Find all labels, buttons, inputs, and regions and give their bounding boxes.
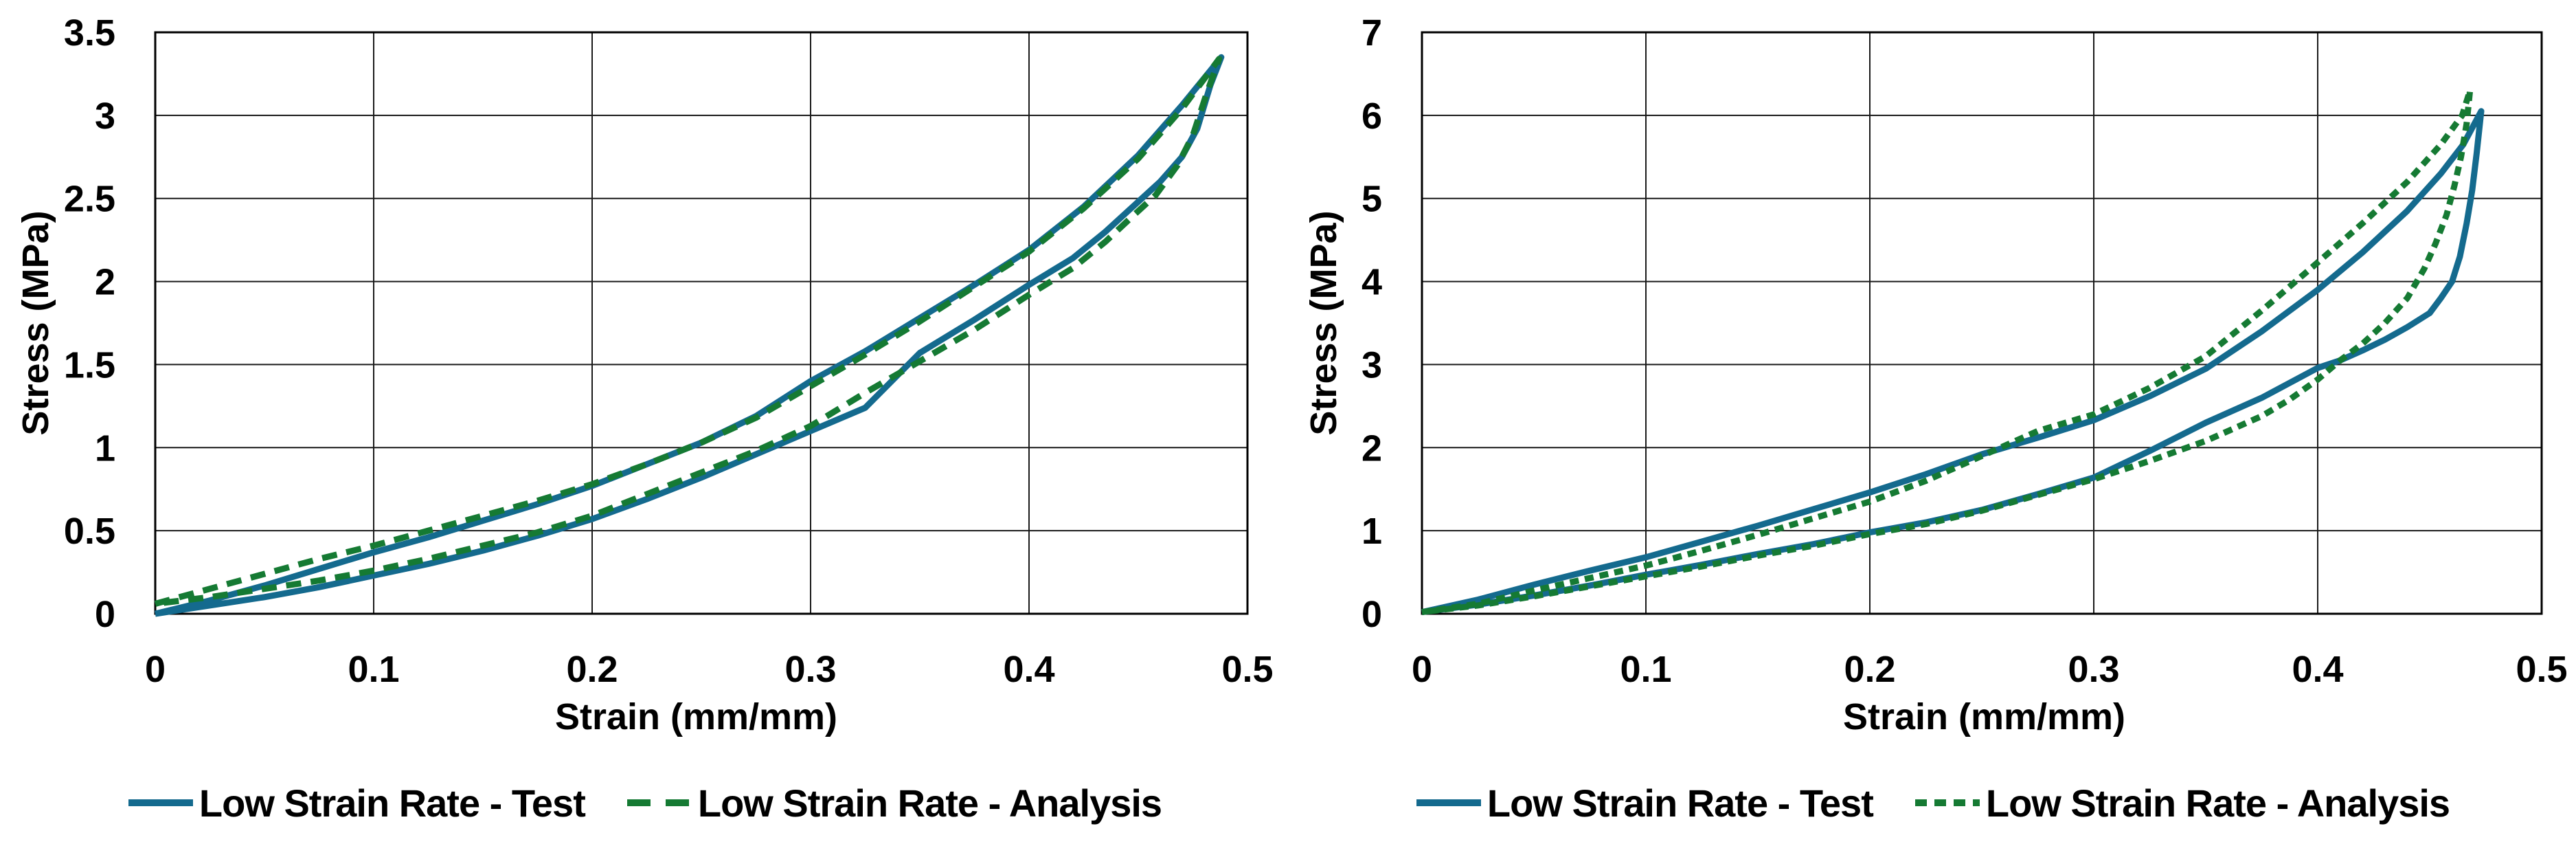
plot-border <box>154 31 1249 615</box>
y-tick-label: 1 <box>95 427 115 469</box>
plot-area-left: 0 0.1 0.2 0.3 0.4 0.5 0 0.5 1 1.5 2 2.5 3 3.5 <box>0 0 1288 756</box>
y-tick-label: 2.5 <box>64 179 115 220</box>
legend-line-solid-icon <box>128 799 193 806</box>
y-tick-label: 4 <box>1362 262 1382 303</box>
x-tick-label: 0 <box>1412 649 1432 690</box>
legend-item-analysis: Low Strain Rate - Analysis <box>1913 781 2450 825</box>
y-tick-label: 6 <box>1362 96 1382 137</box>
legend-label-analysis: Low Strain Rate - Analysis <box>1985 781 2450 825</box>
chart-svg: 0 0.1 0.2 0.3 0.4 0.5 0 1 2 3 4 5 6 7 <box>1362 12 2568 690</box>
y-tick-label: 5 <box>1362 179 1382 220</box>
x-tick-label: 0.2 <box>566 649 618 690</box>
chart-svg: 0 0.1 0.2 0.3 0.4 0.5 0 0.5 1 1.5 2 2.5 3 3.5 <box>64 12 1274 690</box>
chart-panel-right: 0 0.1 0.2 0.3 0.4 0.5 0 1 2 3 4 5 6 7 Stress (MPa) St… <box>1288 0 2576 844</box>
y-axis-title: Stress (MPa) <box>15 210 56 436</box>
y-axis-title: Stress (MPa) <box>1303 210 1344 436</box>
legend-item-analysis: Low Strain Rate - Analysis <box>625 781 1162 825</box>
legend-item-test: Low Strain Rate - Test <box>1414 781 1874 825</box>
y-tick-label: 1 <box>1362 511 1382 552</box>
y-tick-label: 2 <box>95 262 115 303</box>
y-tick-label: 2 <box>1362 427 1382 469</box>
x-tick-label: 0.4 <box>2292 649 2343 690</box>
legend-label-test: Low Strain Rate - Test <box>1487 781 1874 825</box>
y-tick-label: 3 <box>95 96 115 137</box>
plot-border <box>1421 31 2543 615</box>
legend: Low Strain Rate - Test Low Strain Rate -… <box>0 775 1288 830</box>
y-tick-label: 0 <box>1362 594 1382 635</box>
x-tick-label: 0.3 <box>2068 649 2119 690</box>
series-line-test <box>1421 108 2485 616</box>
y-tick-label: 3.5 <box>64 12 115 54</box>
series-line-analysis <box>1421 87 2474 616</box>
y-tick-label: 3 <box>1362 344 1382 386</box>
y-tick-label: 0 <box>95 594 115 635</box>
plot-area-right: 0 0.1 0.2 0.3 0.4 0.5 0 1 2 3 4 5 6 7 <box>1288 0 2576 756</box>
y-tick-label: 0.5 <box>64 511 115 552</box>
x-tick-label: 0.3 <box>784 649 836 690</box>
x-axis-title: Strain (mm/mm) <box>554 696 838 737</box>
legend-line-solid-icon <box>1416 799 1481 806</box>
x-axis-title: Strain (mm/mm) <box>1842 696 2126 737</box>
y-tick-label: 1.5 <box>64 344 115 386</box>
x-tick-label: 0.5 <box>1221 649 1273 690</box>
x-tick-label: 0.5 <box>2516 649 2567 690</box>
legend: Low Strain Rate - Test Low Strain Rate -… <box>1288 775 2576 830</box>
legend-label-test: Low Strain Rate - Test <box>199 781 586 825</box>
x-tick-label: 0.4 <box>1003 649 1054 690</box>
x-tick-label: 0 <box>145 649 166 690</box>
x-tick-label: 0.1 <box>348 649 399 690</box>
y-tick-label: 7 <box>1362 12 1382 54</box>
legend-label-analysis: Low Strain Rate - Analysis <box>697 781 1162 825</box>
x-tick-label: 0.2 <box>1844 649 1895 690</box>
series-line-analysis <box>154 56 1223 607</box>
legend-line-dashed-icon <box>1914 799 1980 806</box>
chart-panel-left: 0 0.1 0.2 0.3 0.4 0.5 0 0.5 1 1.5 2 2.5 3 3.5 Stress … <box>0 0 1288 830</box>
legend-item-test: Low Strain Rate - Test <box>126 781 586 825</box>
legend-line-dashed-icon <box>626 799 692 806</box>
x-tick-label: 0.1 <box>1620 649 1671 690</box>
